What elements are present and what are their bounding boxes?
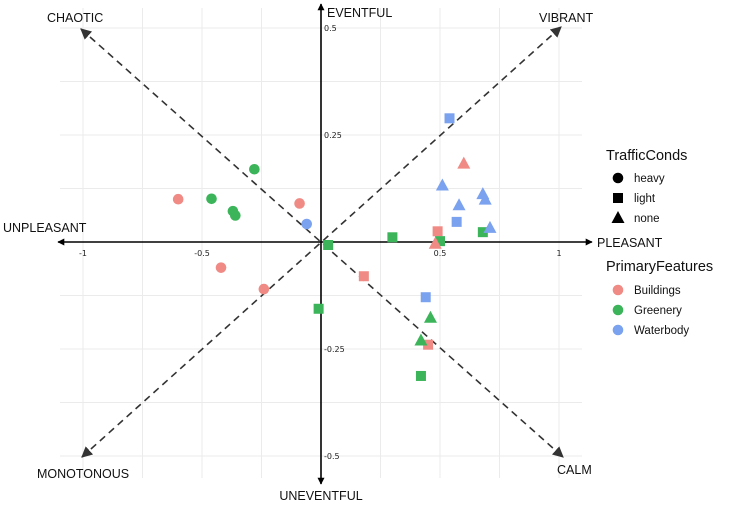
label-vibrant: VIBRANT (539, 11, 594, 25)
label-calm: CALM (557, 463, 592, 477)
data-point (206, 193, 217, 205)
data-point (451, 216, 462, 227)
data-point (301, 218, 313, 230)
legend-title-features: PrimaryFeatures (606, 259, 713, 275)
data-point (432, 226, 443, 237)
legend-key-light (613, 193, 623, 203)
y-tick-label: -0.5 (324, 452, 340, 461)
data-point (215, 262, 227, 273)
legend-label-none: none (634, 213, 660, 225)
data-point (423, 339, 434, 350)
data-points (172, 113, 497, 381)
data-point (420, 292, 431, 303)
y-tick-label: 0.5 (324, 24, 337, 33)
data-point (483, 220, 497, 233)
label-chaotic: CHAOTIC (47, 11, 103, 25)
legend-label-light: light (634, 193, 656, 205)
legend-label-buildings: Buildings (634, 285, 681, 297)
data-point (230, 210, 241, 221)
data-point (452, 198, 466, 211)
y-tick-label: -0.25 (324, 345, 345, 354)
legend: TrafficConds PrimaryFeatures heavy light n… (606, 148, 713, 337)
data-point (477, 227, 488, 238)
data-point (249, 163, 260, 175)
data-point (387, 232, 398, 243)
legend-label-heavy: heavy (634, 173, 665, 185)
data-point (294, 198, 305, 209)
x-tick-label: 1 (556, 249, 561, 258)
label-unpleasant: UNPLEASANT (3, 221, 87, 235)
legend-key-buildings (612, 284, 624, 296)
data-point (428, 236, 442, 249)
data-point (435, 236, 445, 247)
data-point (323, 239, 334, 250)
data-point (313, 303, 324, 314)
legend-key-greenery (612, 304, 624, 316)
label-eventful: EVENTFUL (327, 6, 392, 20)
legend-label-greenery: Greenery (634, 305, 682, 317)
x-tick-label: 0.5 (434, 249, 447, 258)
legend-key-heavy (612, 172, 624, 184)
data-point (358, 271, 369, 282)
label-pleasant: PLEASANT (597, 236, 663, 250)
data-point (444, 113, 455, 124)
data-point (435, 178, 449, 191)
tick-labels: -1 -0.5 0.5 1 0.5 0.25 -0.25 -0.5 (79, 24, 562, 461)
x-tick-label: -0.5 (194, 249, 210, 258)
label-monotonous: MONOTONOUS (37, 467, 129, 481)
data-point (423, 310, 437, 323)
label-uneventful: UNEVENTFUL (279, 489, 362, 503)
legend-key-none (611, 211, 625, 223)
direction-labels: EVENTFUL UNEVENTFUL PLEASANT UNPLEASANT … (3, 6, 663, 503)
data-point (415, 370, 426, 381)
legend-key-waterbody (612, 324, 624, 336)
data-point (172, 193, 184, 205)
data-point (258, 283, 270, 295)
data-point (457, 156, 471, 169)
legend-title-traffic: TrafficConds (606, 148, 687, 164)
y-tick-label: 0.25 (324, 131, 342, 140)
data-point (478, 192, 492, 205)
x-tick-label: -1 (79, 249, 87, 258)
legend-label-waterbody: Waterbody (634, 325, 689, 337)
data-point (414, 333, 428, 346)
